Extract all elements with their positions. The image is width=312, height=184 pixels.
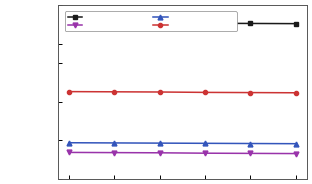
75% THA [112,91,116,93]
30% THA [67,151,71,153]
50% THA [203,142,207,144]
50% THA [112,142,116,144]
BMCR [158,22,162,24]
30% THA [158,152,162,154]
30% THA [249,152,252,155]
BMCR [203,22,207,24]
BMCR [112,22,116,24]
Legend: BMCR, 30% THA, 50% THA, 75% THA: BMCR, 30% THA, 50% THA, 75% THA [65,11,236,31]
BMCR [249,22,252,24]
30% THA [203,152,207,154]
75% THA [67,91,71,93]
75% THA [203,91,207,93]
Line: BMCR: BMCR [67,20,298,26]
BMCR [67,21,71,23]
75% THA [158,91,162,93]
Line: 75% THA: 75% THA [67,90,298,95]
50% THA [294,143,298,145]
BMCR [294,23,298,25]
Line: 50% THA: 50% THA [66,140,298,146]
30% THA [112,151,116,154]
50% THA [158,142,162,144]
50% THA [249,142,252,145]
75% THA [249,91,252,94]
75% THA [294,92,298,94]
Line: 30% THA: 30% THA [66,150,298,156]
50% THA [67,142,71,144]
30% THA [294,153,298,155]
